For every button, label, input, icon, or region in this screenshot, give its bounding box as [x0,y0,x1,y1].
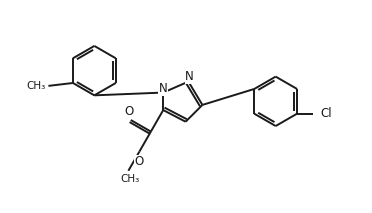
Text: CH₃: CH₃ [121,174,140,184]
Text: N: N [159,82,168,95]
Text: O: O [124,105,134,118]
Text: CH₃: CH₃ [26,81,45,91]
Text: N: N [185,70,194,83]
Text: Cl: Cl [320,107,332,120]
Text: O: O [135,155,144,168]
